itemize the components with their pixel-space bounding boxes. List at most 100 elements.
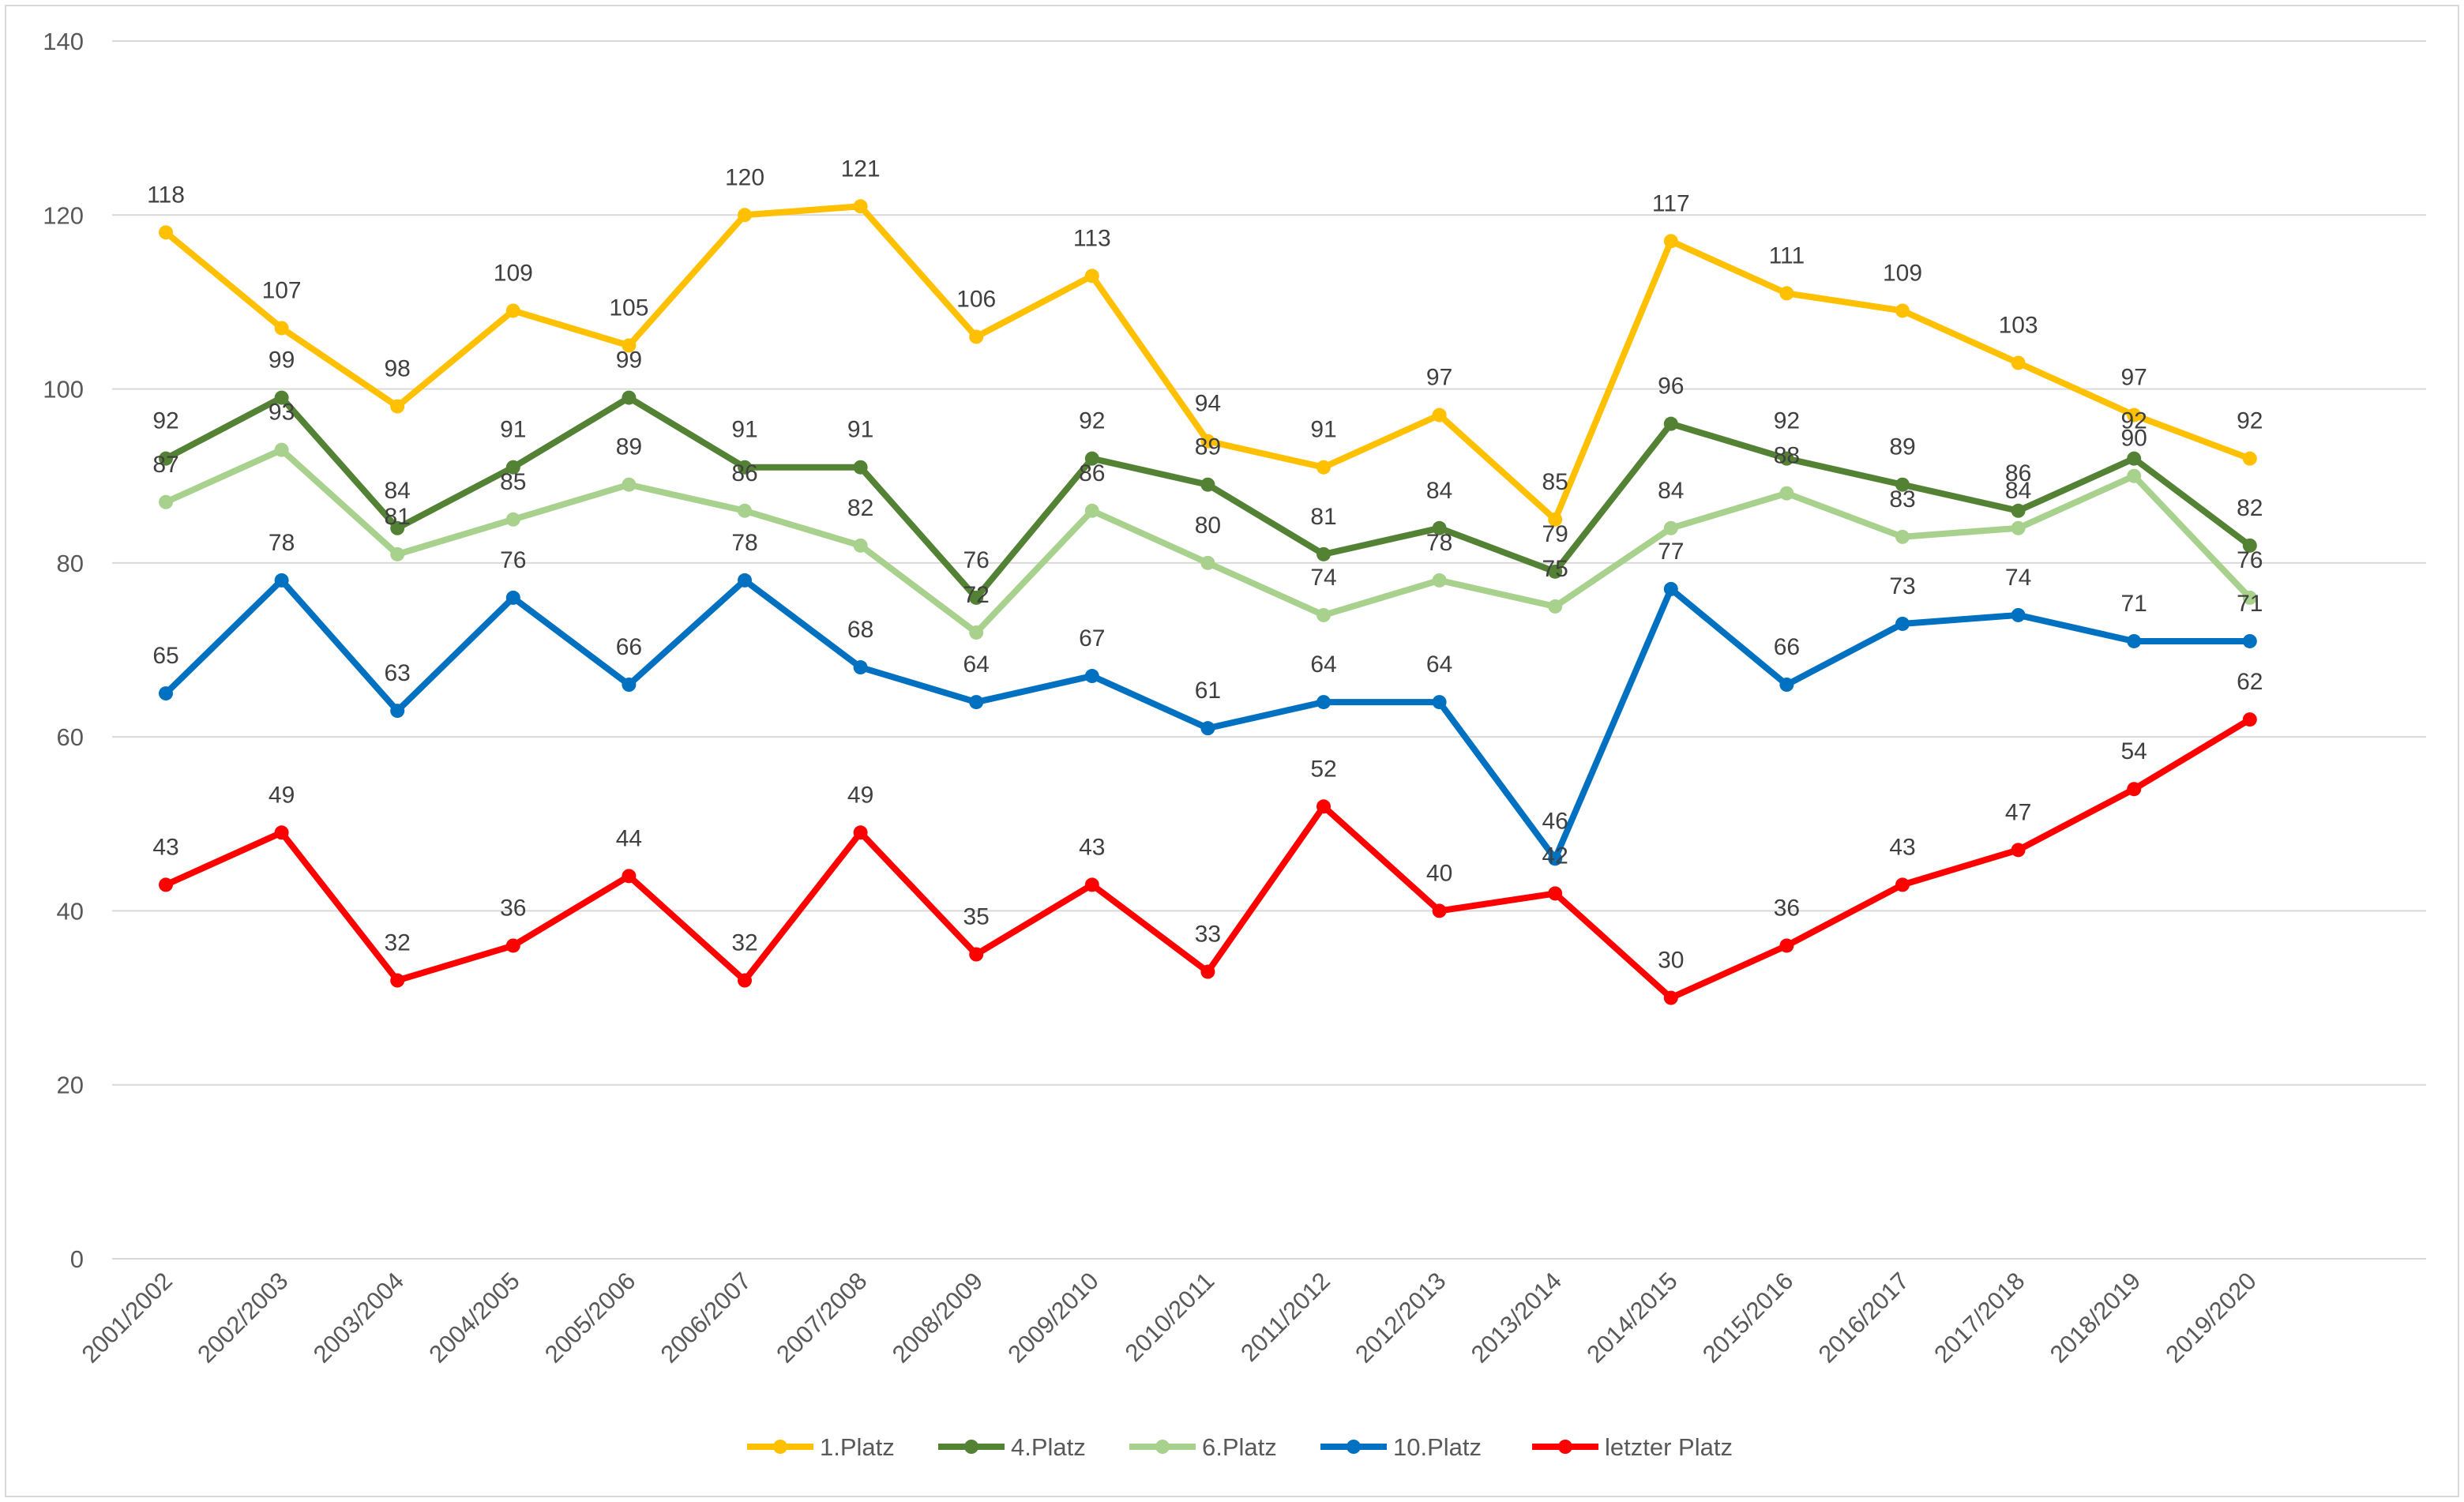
data-label: 81 <box>1310 504 1336 530</box>
data-point <box>2127 782 2142 797</box>
data-point <box>2242 633 2257 648</box>
data-point <box>1317 607 1331 622</box>
data-point <box>159 451 173 466</box>
data-label: 65 <box>152 643 178 669</box>
data-label: 73 <box>1889 573 1915 599</box>
data-point <box>390 520 405 535</box>
series-line <box>163 576 2253 862</box>
series-2 <box>159 442 2257 640</box>
data-point <box>738 503 752 518</box>
data-point <box>1548 851 1563 866</box>
data-label: 32 <box>385 930 411 956</box>
data-point <box>390 704 405 719</box>
y-tick-label: 140 <box>43 28 84 55</box>
data-label: 88 <box>1774 443 1800 469</box>
data-point <box>969 695 984 710</box>
y-tick-label: 80 <box>57 550 84 577</box>
data-point <box>2011 503 2026 518</box>
data-label: 85 <box>500 469 526 495</box>
data-point <box>1779 678 1794 693</box>
data-point <box>738 460 752 475</box>
data-label: 89 <box>1889 434 1915 460</box>
data-label: 62 <box>2237 669 2263 695</box>
data-point <box>2127 451 2142 466</box>
data-label: 49 <box>847 782 873 808</box>
data-point <box>622 477 637 492</box>
x-tick-label: 2016/2017 <box>1813 1267 1914 1368</box>
legend-marker <box>773 1440 787 1454</box>
data-point <box>1317 695 1331 710</box>
data-label: 72 <box>963 582 990 608</box>
x-tick-label: 2009/2010 <box>1002 1267 1103 1368</box>
data-label: 64 <box>1426 651 1452 678</box>
x-tick-label: 2007/2008 <box>771 1267 872 1368</box>
data-point <box>1432 903 1447 918</box>
data-point <box>2242 590 2257 605</box>
gridlines <box>112 40 2426 1260</box>
data-point <box>1548 512 1563 527</box>
data-label: 117 <box>1652 190 1690 216</box>
data-label: 121 <box>841 156 881 182</box>
data-point <box>969 625 984 640</box>
data-label: 46 <box>1542 808 1568 834</box>
data-point <box>1895 529 1910 544</box>
data-label: 35 <box>963 904 990 930</box>
data-label: 103 <box>1999 313 2038 339</box>
data-label: 61 <box>1195 678 1221 704</box>
data-point <box>1317 799 1331 814</box>
data-point <box>274 573 289 588</box>
data-label: 120 <box>725 164 764 190</box>
data-label: 64 <box>963 651 990 678</box>
data-point <box>274 321 289 336</box>
data-label: 63 <box>385 660 411 686</box>
data-label: 97 <box>1426 365 1452 391</box>
data-label: 44 <box>616 825 642 851</box>
data-label: 43 <box>1889 834 1915 860</box>
data-label: 91 <box>500 417 526 443</box>
data-label: 84 <box>385 478 411 504</box>
data-label: 67 <box>1079 625 1105 651</box>
x-tick-label: 2014/2015 <box>1581 1267 1682 1368</box>
data-label: 82 <box>847 495 873 521</box>
data-point <box>622 338 637 353</box>
data-point <box>159 877 173 892</box>
data-label: 96 <box>1658 374 1684 400</box>
legend-marker <box>1347 1440 1361 1454</box>
data-label: 74 <box>1310 565 1336 591</box>
x-tick-label: 2012/2013 <box>1350 1267 1451 1368</box>
data-point <box>1432 695 1447 710</box>
data-point <box>2011 355 2026 370</box>
data-point <box>1084 669 1099 684</box>
data-point <box>738 208 752 223</box>
series-lines <box>159 199 2257 1005</box>
data-label: 92 <box>152 408 178 434</box>
data-label: 76 <box>963 547 990 573</box>
data-label: 75 <box>1542 556 1568 582</box>
x-tick-label: 2006/2007 <box>655 1267 757 1368</box>
y-axis-ticks: 0 20 40 60 80 100 120 140 <box>43 28 84 1273</box>
x-tick-label: 2003/2004 <box>308 1267 409 1368</box>
data-label: 47 <box>2005 799 2031 825</box>
data-point <box>2127 468 2142 483</box>
data-point <box>390 973 405 988</box>
data-label: 74 <box>2005 565 2031 591</box>
data-label: 79 <box>1542 521 1568 547</box>
y-tick-label: 60 <box>57 723 84 751</box>
data-label: 90 <box>2121 426 2147 452</box>
data-label: 107 <box>262 277 302 303</box>
data-label: 68 <box>847 617 873 643</box>
data-point <box>2011 843 2026 858</box>
data-point <box>1084 503 1099 518</box>
legend-label: 10.Platz <box>1393 1433 1482 1461</box>
data-label: 105 <box>609 295 648 321</box>
series-1 <box>159 390 2257 605</box>
legend-marker <box>1155 1440 1170 1454</box>
data-point <box>1779 286 1794 301</box>
legend-item: 10.Platz <box>1320 1433 1482 1461</box>
data-point <box>853 660 868 675</box>
data-point <box>1432 407 1447 422</box>
legend-label: 6.Platz <box>1202 1433 1277 1461</box>
data-point <box>2242 538 2257 553</box>
data-label: 71 <box>2237 591 2263 617</box>
